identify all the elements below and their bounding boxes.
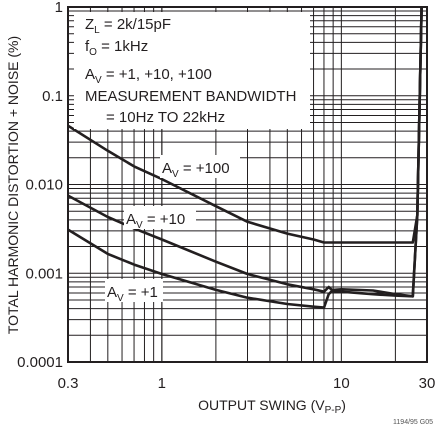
y-tick-labels: 1 0.1 0.010 0.001 0.0001 [17, 0, 63, 371]
curve-av1 [67, 6, 423, 309]
curves [67, 6, 423, 309]
y-axis-title: TOTAL HARMONIC DISTORTION + NOISE (%) [5, 36, 21, 334]
series-label-av10: AV = +10 [126, 211, 185, 231]
y-tick-label: 0.1 [42, 88, 63, 105]
label-bg-av10 [124, 206, 196, 229]
y-tick-label: 0.0001 [17, 354, 63, 371]
y-tick-label: 0.010 [25, 177, 63, 194]
y-tick-label: 0.001 [25, 265, 63, 282]
x-axis-title: OUTPUT SWING (VP-P) [198, 397, 346, 416]
label-backgrounds [74, 12, 310, 302]
figure-code: 1194/95 G05 [393, 419, 433, 426]
x-tick-label: 1 [158, 375, 166, 392]
series-label-av1: AV = +1 [107, 284, 158, 304]
note-av: AV = +1, +10, +100 [85, 66, 212, 86]
note-zl: ZL = 2k/15pF [85, 16, 171, 36]
note-background [74, 12, 310, 129]
x-tick-label: 0.3 [58, 375, 79, 392]
label-bg-av1 [105, 279, 163, 302]
note-fo: fO = 1kHz [85, 38, 148, 58]
x-tick-label: 10 [333, 375, 350, 392]
note-bandwidth-1: MEASUREMENT BANDWIDTH [85, 88, 296, 105]
label-bg-av100 [160, 155, 240, 178]
curve-av100 [67, 6, 423, 244]
y-tick-label: 1 [55, 0, 63, 16]
series-label-av100: AV = +100 [162, 160, 230, 180]
conditions-note: ZL = 2k/15pF fO = 1kHz AV = +1, +10, +10… [85, 16, 296, 126]
x-tick-label: 30 [419, 375, 435, 392]
x-tick-labels: 0.3 1 10 30 [58, 375, 435, 392]
note-bandwidth-2: = 10Hz TO 22kHz [106, 109, 225, 126]
plot-frame [67, 6, 428, 363]
